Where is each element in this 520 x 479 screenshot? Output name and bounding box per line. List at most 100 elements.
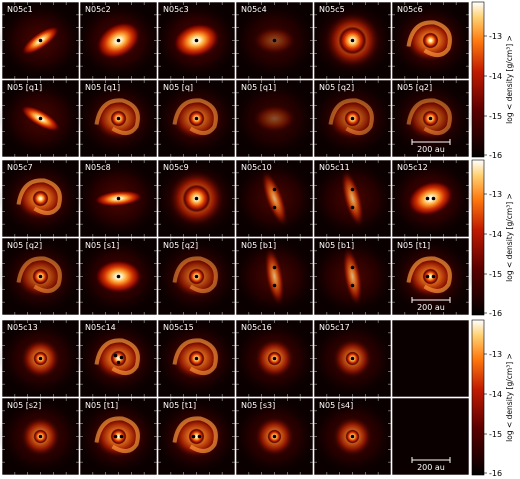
star-marker [350, 205, 355, 210]
star-marker [425, 274, 430, 279]
density-panel: N05c8 [76, 159, 161, 238]
panel-label: N05 [q1] [7, 83, 42, 92]
panel-label: N05c4 [241, 5, 267, 14]
panel-label: N05 [b1] [241, 241, 276, 250]
density-panel: N05c3 [154, 1, 239, 80]
density-panel: N05c4 [232, 1, 317, 80]
star-marker [119, 355, 124, 360]
density-panel: N05c13 [0, 319, 83, 398]
panel-block-1: N05c1 N05c2 N05c3 N05c4 N05c5 N05c6 N05 [q1] N0… [0, 1, 514, 160]
density-panel: N05 [t1] [154, 397, 239, 476]
panel-label: N05 [t1] [85, 401, 118, 410]
star-marker [194, 38, 199, 43]
star-marker [272, 356, 277, 361]
density-panel: N05c9 [154, 159, 239, 238]
star-marker [116, 360, 121, 365]
panel-block-3: N05c13 N05c14 N05c15 N05c16 N05c17 N05 [s2] N0… [0, 319, 514, 478]
star-marker [272, 38, 277, 43]
colorbar-tick-label: -14 [489, 230, 502, 239]
density-panel: N05c14 [76, 319, 161, 398]
star-marker [113, 434, 118, 439]
density-panel: N05 [q2] [0, 237, 83, 316]
star-marker [194, 274, 199, 279]
star-marker [116, 38, 121, 43]
scale-bar: 200 au [411, 457, 451, 472]
colorbar-tick-label: -16 [489, 469, 502, 478]
panel-label: N05c3 [163, 5, 189, 14]
colorbar-tick-label: -14 [489, 390, 502, 399]
colorbar: -13 -14 -15 -16 log < density [g/cm³] > [471, 319, 514, 478]
density-panel: N05 [s3] [232, 397, 317, 476]
star-marker [191, 434, 196, 439]
colorbar-tick-label: -16 [489, 151, 502, 160]
star-marker [350, 116, 355, 121]
panel-block-2: N05c7 N05c8 N05c9 N05c10 N05c11 N05c12 N05 [q2… [0, 159, 514, 318]
panel-label: N05c2 [85, 5, 111, 14]
colorbar-tick-label: -13 [489, 32, 502, 41]
density-panel: N05 [q2] [154, 237, 239, 316]
density-panel [391, 319, 470, 398]
star-marker [350, 434, 355, 439]
colorbar-tick-label: -13 [489, 190, 502, 199]
colorbar-tick-label: -14 [489, 72, 502, 81]
colorbar-tick-label: -13 [489, 350, 502, 359]
panel-label: N05c10 [241, 163, 272, 172]
density-panel: N05c7 [0, 159, 83, 238]
panel-label: N05 [q] [163, 83, 193, 92]
star-marker [119, 434, 124, 439]
star-marker [194, 116, 199, 121]
density-panel: N05c15 [154, 319, 239, 398]
density-panel: N05c1 [0, 1, 83, 80]
panel-label: N05 [t1] [397, 241, 430, 250]
density-panel: N05 [s4] [310, 397, 395, 476]
panel-label: N05 [q2] [319, 83, 354, 92]
panel-label: N05c11 [319, 163, 350, 172]
star-marker [38, 38, 43, 43]
density-panel: N05 [q1] [76, 79, 161, 158]
panel-label: N05 [q1] [241, 83, 276, 92]
density-panel: N05 [q2] [388, 79, 473, 158]
star-marker [116, 274, 121, 279]
panel-label: N05 [s3] [241, 401, 275, 410]
density-panel: N05 [b1] [232, 237, 317, 316]
panel-label: N05c7 [7, 163, 33, 172]
density-panel [391, 397, 470, 476]
star-marker [113, 353, 118, 358]
panel-label: N05c17 [319, 323, 350, 332]
star-marker [272, 283, 277, 288]
density-panel: N05c10 [232, 159, 317, 238]
density-panel: N05 [t1] [76, 397, 161, 476]
star-marker [428, 116, 433, 121]
panel-label: N05c12 [397, 163, 428, 172]
colorbar-title: log < density [g/cm³] > [505, 35, 514, 124]
star-marker [272, 265, 277, 270]
star-marker [272, 434, 277, 439]
panel-label: N05 [t1] [163, 401, 196, 410]
panel-label: N05c8 [85, 163, 111, 172]
colorbar-tick-label: -15 [489, 112, 502, 121]
star-marker [350, 187, 355, 192]
density-panel: N05c17 [310, 319, 395, 398]
density-panel: N05c16 [232, 319, 317, 398]
colorbar-title: log < density [g/cm³] > [505, 353, 514, 442]
star-marker [38, 356, 43, 361]
density-panel: N05 [q2] [310, 79, 395, 158]
star-marker [194, 356, 199, 361]
star-marker [116, 196, 121, 201]
density-panel: N05c12 [388, 159, 473, 238]
colorbar-tick-label: -15 [489, 270, 502, 279]
density-panel: N05c2 [76, 1, 161, 80]
star-marker [350, 265, 355, 270]
scale-bar: 200 au [411, 297, 451, 312]
colorbar-tick-label: -16 [489, 309, 502, 318]
colorbar-tick-label: -15 [489, 430, 502, 439]
colorbar: -13 -14 -15 -16 log < density [g/cm³] > [471, 1, 514, 160]
colorbar: -13 -14 -15 -16 log < density [g/cm³] > [471, 159, 514, 318]
star-marker [38, 274, 43, 279]
scale-bar-label: 200 au [417, 145, 445, 154]
star-marker [197, 434, 202, 439]
density-panel: N05 [q1] [232, 79, 317, 158]
panel-label: N05c13 [7, 323, 38, 332]
density-panel: N05 [s2] [0, 397, 83, 476]
